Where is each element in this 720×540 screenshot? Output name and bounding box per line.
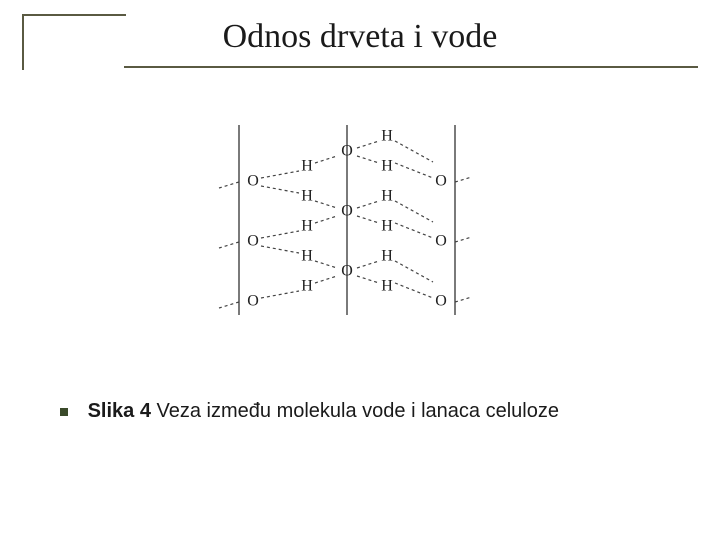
caption-text: Veza između molekula vode i lanaca celul… [157, 400, 559, 422]
svg-text:O: O [341, 263, 353, 280]
svg-text:H: H [381, 158, 393, 175]
molecule-diagram: OOOOOOOOOHHHHHHHHHHH [195, 120, 470, 320]
svg-text:O: O [341, 203, 353, 220]
svg-text:O: O [247, 293, 259, 310]
svg-text:H: H [301, 218, 313, 235]
slide-title: Odnos drveta i vode [0, 18, 720, 56]
frame-title-underline [124, 66, 698, 68]
frame-top-left [22, 14, 126, 16]
svg-text:O: O [341, 143, 353, 160]
svg-text:H: H [301, 188, 313, 205]
svg-text:O: O [247, 173, 259, 190]
svg-text:H: H [381, 218, 393, 235]
figure-caption: Slika 4 Veza između molekula vode i lana… [60, 400, 680, 423]
svg-text:H: H [381, 278, 393, 295]
bullet-icon [60, 408, 68, 416]
svg-text:H: H [381, 188, 393, 205]
svg-text:O: O [435, 233, 447, 250]
svg-text:H: H [301, 158, 313, 175]
svg-text:O: O [247, 233, 259, 250]
svg-text:H: H [381, 248, 393, 265]
svg-text:O: O [435, 173, 447, 190]
slide: Odnos drveta i vode OOOOOOOOOHHHHHHHHHHH… [0, 0, 720, 540]
svg-text:H: H [381, 128, 393, 145]
svg-text:H: H [301, 248, 313, 265]
svg-text:H: H [301, 278, 313, 295]
caption-bold: Slika 4 [88, 400, 157, 422]
svg-text:O: O [435, 293, 447, 310]
